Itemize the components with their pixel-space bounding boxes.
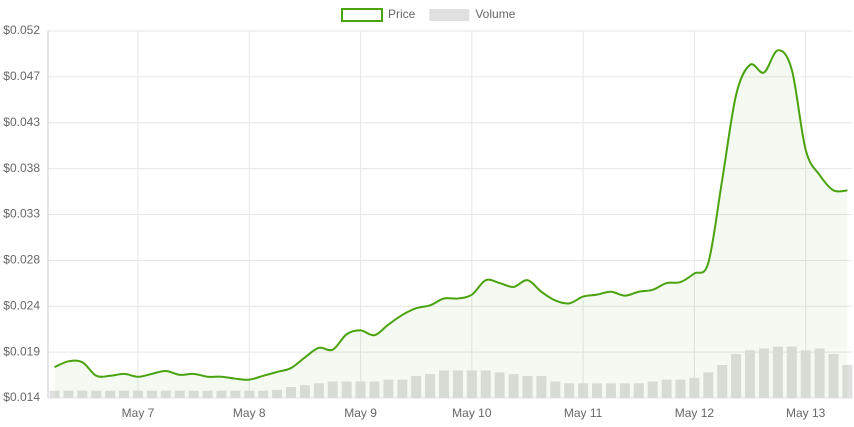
volume-bar (230, 390, 241, 398)
volume-bar (592, 383, 603, 398)
x-tick-label: May 11 (564, 406, 603, 420)
volume-bar (466, 370, 477, 398)
y-tick-label: $0.024 (3, 298, 40, 312)
volume-bar (647, 381, 658, 398)
x-tick-label: May 8 (233, 406, 266, 420)
volume-bar (842, 364, 853, 398)
x-tick-label: May 12 (675, 406, 715, 420)
y-tick-label: $0.014 (3, 390, 40, 404)
volume-bar (508, 374, 519, 398)
volume-bar (439, 370, 450, 398)
price-line (54, 49, 848, 381)
volume-bar (258, 390, 269, 398)
volume-bar (313, 383, 324, 398)
volume-bar (286, 386, 297, 398)
legend-label[interactable]: Volume (475, 7, 515, 21)
volume-bar (174, 390, 185, 398)
volume-bar (146, 390, 157, 398)
volume-bar (425, 374, 436, 398)
volume-bar (369, 381, 380, 398)
volume-bar (49, 390, 60, 398)
y-tick-label: $0.047 (3, 69, 40, 83)
volume-bar (745, 350, 756, 398)
y-tick-label: $0.033 (3, 207, 40, 221)
volume-bar (105, 390, 116, 398)
y-tick-label: $0.038 (3, 161, 40, 175)
volume-bar (772, 346, 783, 398)
y-tick-label: $0.052 (3, 23, 40, 37)
volume-bar (480, 370, 491, 398)
volume-bar (202, 390, 213, 398)
volume-bar (661, 379, 672, 398)
y-tick-label: $0.028 (3, 253, 40, 267)
volume-bar (91, 390, 102, 398)
volume-bar (536, 375, 547, 398)
x-tick-label: May 10 (452, 406, 492, 420)
volume-bar (452, 370, 463, 398)
x-tick-label: May 9 (344, 406, 377, 420)
volume-bar (605, 383, 616, 398)
volume-bar (272, 389, 283, 398)
volume-bar (63, 390, 74, 398)
volume-bar (383, 379, 394, 398)
volume-bar (550, 381, 561, 398)
price-area (54, 50, 848, 398)
volume-bar (160, 390, 171, 398)
volume-bar (578, 383, 589, 398)
volume-bar (299, 385, 310, 398)
y-tick-label: $0.043 (3, 115, 40, 129)
legend-swatch[interactable] (429, 9, 470, 21)
volume-bar (689, 377, 700, 398)
legend-swatch[interactable] (341, 8, 383, 22)
volume-bar (758, 348, 769, 398)
volume-bar (77, 390, 88, 398)
volume-bar (327, 381, 338, 398)
volume-bar (703, 372, 714, 398)
volume-bar (633, 383, 644, 398)
y-tick-label: $0.019 (3, 344, 40, 358)
volume-bar (731, 353, 742, 398)
volume-bar (188, 390, 199, 398)
volume-bar (133, 390, 143, 398)
volume-bar (244, 390, 255, 398)
volume-bar (675, 379, 686, 398)
volume-bar (522, 375, 533, 398)
volume-bar (814, 348, 825, 398)
volume-bar (494, 372, 505, 398)
x-tick-label: May 13 (786, 406, 826, 420)
volume-bar (828, 353, 839, 398)
volume-bar (411, 375, 422, 398)
volume-bar (564, 383, 575, 398)
legend-label[interactable]: Price (388, 7, 416, 21)
volume-bar (800, 350, 811, 398)
volume-bar (341, 381, 352, 398)
volume-bar (717, 364, 728, 398)
volume-bar (619, 383, 630, 398)
volume-bar (216, 390, 227, 398)
volume-bar (397, 379, 408, 398)
volume-bar (119, 390, 130, 398)
x-tick-label: May 7 (122, 406, 155, 420)
volume-bar (355, 381, 366, 398)
volume-bar (786, 346, 797, 398)
